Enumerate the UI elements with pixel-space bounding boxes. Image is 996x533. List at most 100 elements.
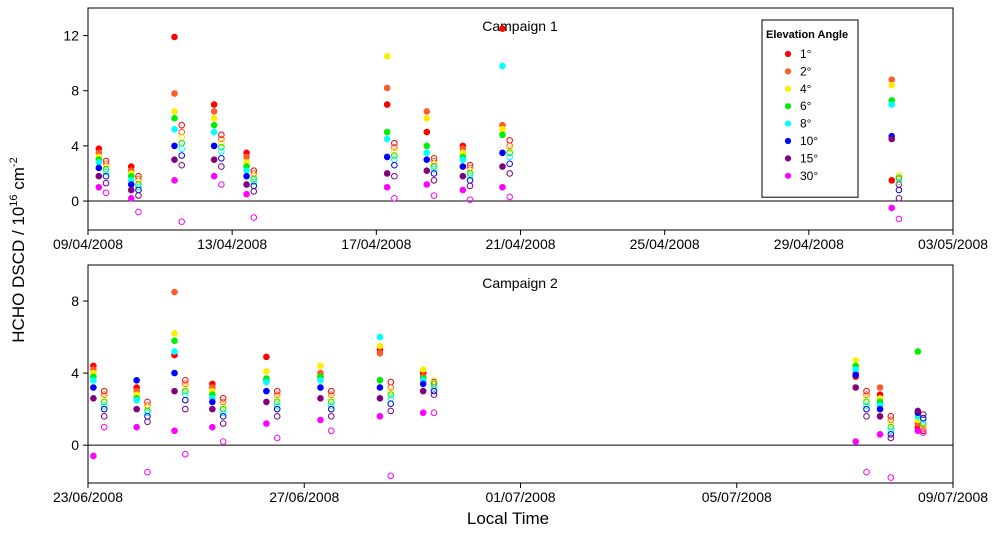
data-point	[506, 160, 513, 168]
data-point	[219, 405, 227, 413]
data-point	[506, 137, 513, 144]
data-point	[209, 405, 216, 413]
data-point	[210, 142, 218, 150]
data-point	[127, 194, 135, 202]
data-point	[466, 172, 474, 180]
data-point	[499, 149, 506, 157]
data-point	[430, 409, 438, 417]
data-point	[459, 186, 467, 194]
data-point	[273, 395, 281, 402]
data-point	[430, 177, 438, 184]
data-point	[391, 139, 398, 147]
data-point	[219, 395, 227, 402]
data-point	[376, 384, 384, 391]
data-point	[914, 427, 922, 435]
data-point	[263, 367, 270, 375]
data-point	[317, 384, 324, 391]
data-point	[376, 349, 384, 357]
x-tick-label: 23/06/2008	[53, 489, 123, 505]
data-point	[250, 175, 258, 183]
data-point	[423, 115, 431, 122]
data-point	[171, 108, 178, 115]
x-tick-label: 09/04/2008	[53, 236, 123, 252]
data-point	[376, 333, 384, 341]
legend-marker	[784, 137, 792, 145]
data-point	[90, 384, 97, 391]
data-point	[90, 395, 97, 402]
data-point	[218, 135, 225, 143]
data-point	[852, 357, 859, 364]
data-point	[430, 170, 438, 177]
data-point	[459, 172, 467, 180]
y-tick-label: 12	[63, 28, 79, 44]
data-point	[209, 423, 216, 431]
data-point	[383, 183, 391, 191]
data-point	[852, 438, 859, 445]
y-tick-label: 4	[71, 365, 79, 381]
data-point	[218, 143, 225, 151]
data-point	[430, 387, 438, 395]
data-point	[171, 115, 178, 122]
data-point	[383, 128, 391, 136]
data-point	[887, 431, 895, 438]
x-tick-label: 17/04/2008	[341, 236, 411, 252]
data-point	[914, 407, 922, 415]
data-point	[423, 128, 431, 136]
data-point	[419, 366, 427, 373]
legend-title: Elevation Angle	[766, 29, 848, 41]
data-point	[888, 135, 896, 143]
data-point	[895, 171, 903, 179]
data-point	[430, 384, 438, 391]
data-point	[895, 178, 903, 186]
data-point	[182, 387, 189, 395]
data-point	[887, 434, 895, 442]
data-point	[210, 115, 218, 122]
data-point	[102, 166, 110, 173]
data-point	[499, 131, 506, 139]
data-point	[387, 378, 395, 386]
data-point	[171, 337, 178, 344]
data-point	[423, 156, 431, 163]
data-point	[466, 170, 474, 177]
data-point	[273, 402, 281, 409]
legend-label: 2°	[800, 64, 812, 78]
data-point	[182, 450, 189, 458]
data-point	[273, 413, 281, 420]
legend-marker	[784, 103, 792, 110]
y-tick-label: 4	[71, 138, 79, 154]
data-point	[919, 414, 927, 422]
data-point	[387, 400, 395, 408]
data-point	[218, 181, 225, 188]
data-point	[506, 153, 513, 161]
legend-marker	[784, 85, 792, 92]
data-point	[376, 377, 384, 384]
data-point	[171, 348, 178, 355]
data-point	[852, 384, 859, 391]
data-point	[209, 398, 216, 406]
data-point	[144, 409, 151, 417]
data-point	[376, 342, 384, 350]
data-point	[273, 387, 281, 395]
y-axis-label-superscript: 16	[8, 194, 20, 206]
data-point	[273, 434, 281, 442]
data-point	[171, 90, 178, 97]
data-point	[90, 377, 97, 384]
data-point	[391, 172, 398, 180]
legend-label: 30°	[800, 169, 818, 183]
x-tick-label: 09/07/2008	[918, 489, 988, 505]
data-point	[178, 161, 186, 169]
data-point	[178, 145, 186, 152]
data-point	[499, 126, 506, 133]
data-point	[263, 378, 270, 386]
data-point	[888, 177, 896, 184]
y-tick-label: 0	[71, 193, 79, 209]
data-point	[100, 395, 108, 402]
data-point	[133, 423, 140, 431]
data-point	[327, 391, 335, 399]
data-point	[250, 214, 258, 221]
y-axis-label-superscript: -2	[8, 157, 20, 167]
data-point	[102, 189, 110, 197]
x-tick-label: 29/04/2008	[774, 236, 844, 252]
